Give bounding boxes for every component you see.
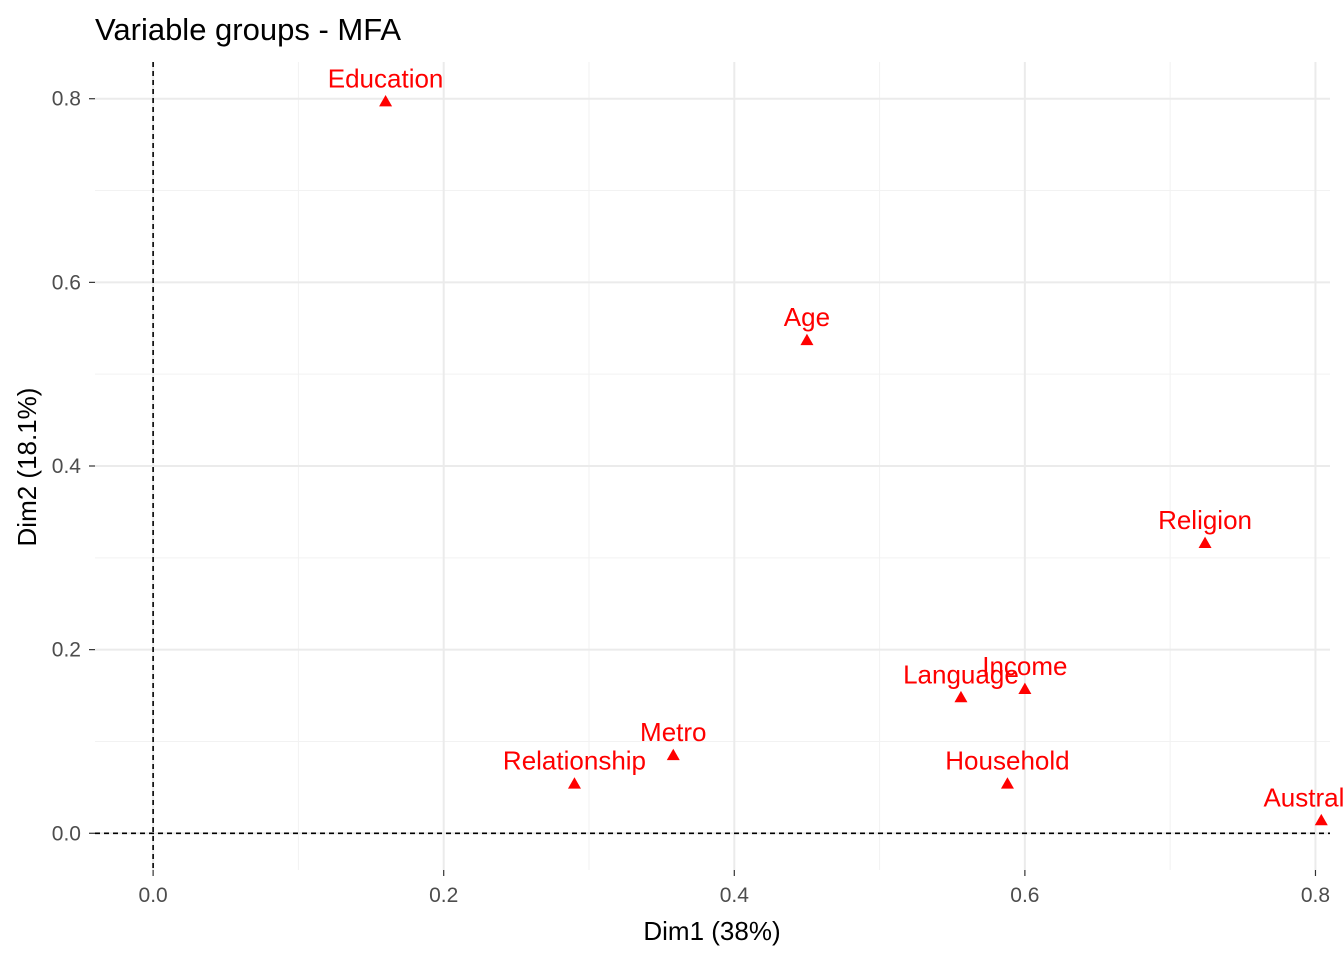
x-axis: 0.0 0.2 0.4 0.6 0.8 (139, 870, 1330, 907)
y-tick-label: 0.4 (52, 455, 82, 478)
y-tick-label: 0.8 (52, 88, 81, 111)
data-point-relationship (567, 777, 581, 789)
point-label-age: Age (784, 302, 830, 332)
point-label-language: Language (903, 659, 1019, 689)
x-axis-title: Dim1 (38%) (643, 916, 780, 946)
point-label-metro: Metro (640, 717, 706, 747)
point-label-income: Income (982, 651, 1067, 681)
y-tick-label: 0.0 (52, 822, 81, 845)
point-label-relationship: Relationship (503, 746, 646, 776)
point-label-household: Household (945, 746, 1069, 776)
minor-gridlines (95, 62, 1330, 870)
data-points (379, 94, 1328, 826)
data-point-religion (1198, 536, 1212, 549)
x-tick-label: 0.2 (429, 884, 458, 907)
y-axis: 0.0 0.2 0.4 0.6 0.8 (52, 88, 95, 845)
y-axis-title: Dim2 (18.1%) (12, 388, 42, 547)
y-tick-label: 0.6 (52, 271, 81, 294)
reference-lines (95, 62, 1330, 870)
y-tick-label: 0.2 (52, 639, 81, 662)
x-tick-label: 0.6 (1010, 884, 1039, 907)
x-tick-label: 0.4 (720, 884, 750, 907)
data-point-metro (666, 748, 680, 761)
data-point-household (1000, 777, 1014, 789)
x-tick-label: 0.8 (1301, 884, 1330, 907)
point-label-australian: Australian (1263, 782, 1344, 812)
data-point-age (800, 333, 814, 346)
chart-title: Variable groups - MFA (95, 12, 401, 47)
point-label-religion: Religion (1158, 505, 1252, 535)
data-point-language (954, 690, 968, 703)
point-label-education: Education (328, 63, 444, 93)
data-point-income (1018, 682, 1032, 694)
data-point-education (379, 94, 393, 107)
x-tick-label: 0.0 (139, 884, 168, 907)
major-gridlines (95, 62, 1330, 870)
data-point-australian (1314, 813, 1328, 826)
